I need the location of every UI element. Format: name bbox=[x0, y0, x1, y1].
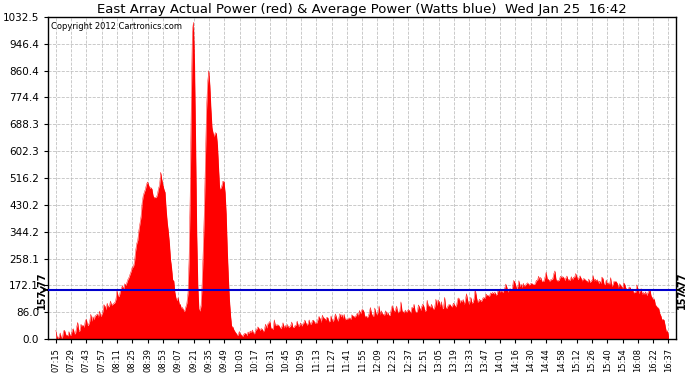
Text: 157.77: 157.77 bbox=[678, 271, 687, 309]
Text: Copyright 2012 Cartronics.com: Copyright 2012 Cartronics.com bbox=[51, 22, 182, 31]
Text: 157.77: 157.77 bbox=[37, 271, 47, 309]
Title: East Array Actual Power (red) & Average Power (Watts blue)  Wed Jan 25  16:42: East Array Actual Power (red) & Average … bbox=[97, 3, 627, 16]
